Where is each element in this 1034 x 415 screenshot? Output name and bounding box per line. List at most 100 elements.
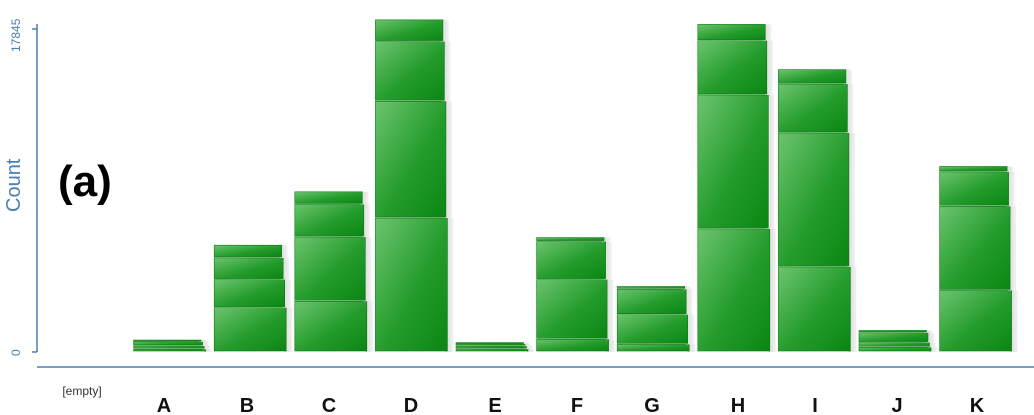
bar-segment-J-4 [858, 330, 927, 333]
bar-segment-K-4 [939, 166, 1008, 172]
x-tick-label-K: K [970, 395, 985, 415]
x-tick-label-D: D [404, 395, 418, 415]
bar-segment-F-2 [536, 279, 608, 339]
bar-shadow [685, 314, 694, 345]
bar-segment-B-3 [213, 257, 284, 279]
bar-shadow [1006, 171, 1015, 207]
bar-segment-E-1 [455, 348, 529, 352]
bar-shadow [282, 279, 291, 308]
x-tick-label-I: I [812, 395, 818, 415]
bar-segment-E-4 [455, 342, 524, 344]
bar-shadow [924, 330, 933, 333]
bar-segment-I-4 [778, 69, 847, 84]
bar-segment-I-3 [778, 83, 848, 133]
x-tick-label-J: J [891, 395, 902, 415]
bar-segment-C-4 [294, 191, 363, 204]
bar-segment-I-2 [778, 132, 850, 267]
bar-shadow [927, 342, 936, 348]
bar-shadow [523, 344, 531, 347]
bar-shadow [929, 347, 937, 352]
bar-shadow [360, 191, 369, 205]
bar-segment-J-3 [858, 332, 929, 342]
bar-shadow [524, 346, 533, 350]
bar-shadow [764, 40, 773, 95]
x-tick-label-F: F [571, 395, 583, 415]
bar-segment-F-1 [536, 339, 609, 352]
bar-segment-K-1 [939, 290, 1012, 352]
x-tick-label-empty: [empty] [62, 384, 101, 398]
bar-segment-C-2 [294, 236, 366, 301]
bar-segment-K-3 [939, 171, 1009, 206]
bar-shadow [684, 289, 693, 315]
bar-segment-D-3 [375, 41, 445, 101]
bar-shadow [445, 218, 454, 352]
bar-segment-A-3 [133, 341, 203, 346]
bar-shadow [926, 332, 934, 343]
bar-shadow [364, 301, 373, 352]
panel-label: (a) [58, 157, 112, 206]
bar-segment-F-4 [536, 237, 605, 241]
bar-shadow [284, 307, 293, 352]
bar-shadow [442, 41, 451, 102]
bar-segment-E-2 [455, 345, 527, 349]
bar-segment-H-1 [697, 228, 771, 352]
bar-segment-B-2 [213, 279, 285, 307]
x-tick-label-G: G [644, 395, 660, 415]
bar-shadow [1005, 166, 1014, 172]
bar-segment-A-4 [133, 339, 202, 342]
bar-segment-D-1 [375, 217, 448, 352]
y-tick-label-bottom: 0 [9, 349, 23, 356]
x-tick-label-H: H [731, 395, 745, 415]
bar-segment-J-1 [858, 346, 932, 352]
bar-segment-F-3 [536, 241, 606, 279]
bar-segment-E-3 [455, 343, 526, 346]
bars-layer [133, 19, 1018, 352]
bar-shadow [848, 266, 857, 352]
bar-shadow [203, 349, 212, 352]
bar-shadow [443, 101, 452, 219]
x-tick-label-B: B [240, 395, 254, 415]
bar-segment-B-1 [213, 307, 287, 352]
bar-segment-G-4 [616, 286, 686, 289]
y-tick-label-top: 17845 [9, 18, 23, 52]
bar-shadow [281, 257, 290, 280]
bar-segment-D-4 [375, 19, 444, 41]
bar-shadow [526, 349, 534, 352]
bar-shadow [845, 84, 854, 133]
bar-shadow [361, 204, 370, 238]
bar-shadow [603, 241, 612, 280]
bar-segment-I-1 [778, 266, 851, 352]
bar-segment-H-4 [697, 24, 766, 40]
bar-segment-B-4 [213, 244, 282, 258]
category-labels: [empty] A B C D E F G H I J K [62, 384, 984, 415]
y-axis-label: Count [3, 158, 25, 212]
bar-segment-C-3 [294, 204, 365, 237]
bar-shadow [363, 237, 372, 302]
bar-shadow [202, 346, 211, 350]
bar-shadow [440, 19, 449, 42]
bar-shadow [606, 339, 615, 352]
bar-shadow [767, 228, 776, 352]
bar-shadow [687, 344, 696, 352]
bar-shadow [200, 341, 209, 347]
bar-segment-G-1 [616, 344, 690, 352]
bar-segment-D-2 [375, 101, 447, 218]
bar-shadow [279, 245, 288, 258]
bar-shadow [843, 69, 852, 85]
bar-shadow [1009, 290, 1018, 352]
bar-segment-G-2 [616, 314, 689, 344]
bar-segment-H-3 [697, 40, 768, 95]
x-tick-label-A: A [157, 395, 171, 415]
x-tick-label-C: C [322, 395, 336, 415]
bar-segment-A-1 [133, 348, 206, 352]
bar-segment-A-2 [133, 345, 205, 349]
bar-segment-C-1 [294, 301, 368, 352]
bar-shadow [602, 237, 611, 242]
bar-segment-K-2 [939, 205, 1011, 290]
bar-shadow [766, 94, 775, 229]
bar-segment-J-2 [858, 342, 930, 347]
bar-segment-G-3 [616, 289, 687, 315]
bar-segment-H-2 [697, 94, 769, 229]
x-tick-label-E: E [488, 395, 501, 415]
